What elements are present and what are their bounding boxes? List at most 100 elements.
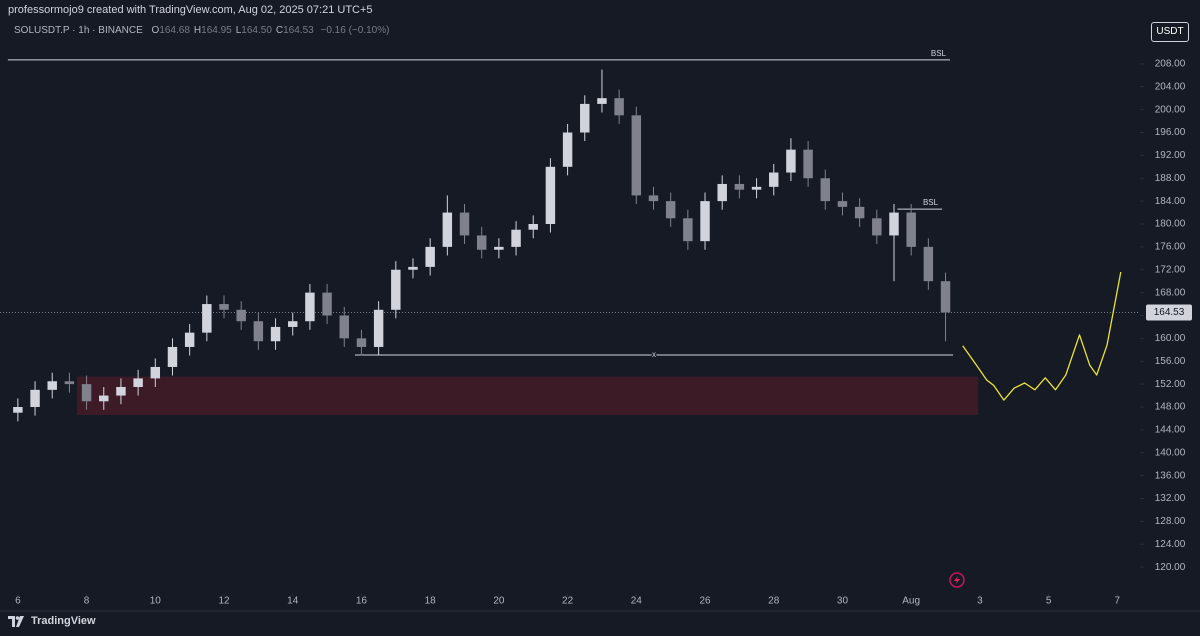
- candle-body: [442, 212, 453, 247]
- candle-body: [459, 212, 470, 236]
- y-tick-label: 200.00: [1155, 104, 1186, 115]
- candle-body: [545, 166, 556, 224]
- candle-body: [803, 149, 813, 179]
- candle-body: [665, 201, 676, 219]
- y-tick-label: 168.00: [1155, 287, 1186, 298]
- candle-body: [64, 381, 75, 385]
- brand-logo: [8, 615, 24, 627]
- candle-body: [47, 381, 57, 390]
- y-tick-label: 124.00: [1155, 539, 1186, 550]
- legend-label: O: [151, 25, 160, 36]
- y-tick-label: 172.00: [1155, 264, 1186, 275]
- candle-body: [253, 321, 264, 342]
- candle-body: [528, 223, 538, 230]
- legend-label: C: [275, 25, 284, 36]
- x-tick-label: 26: [699, 596, 711, 607]
- candle-body: [889, 212, 899, 236]
- candle-body: [339, 315, 349, 339]
- y-tick-label: 136.00: [1155, 470, 1186, 481]
- x-tick-label: 30: [837, 596, 849, 607]
- x-tick-label: 6: [15, 596, 21, 607]
- candle-body: [906, 212, 916, 247]
- y-tick-label: 176.00: [1155, 242, 1186, 253]
- y-tick-label: 160.00: [1155, 333, 1186, 344]
- candle-body: [219, 304, 229, 310]
- candle-body: [270, 326, 281, 342]
- candle-body: [683, 218, 693, 242]
- candle-body: [820, 178, 831, 202]
- change: −0.16 (−0.10%): [320, 25, 390, 36]
- candle-body: [167, 346, 178, 367]
- y-tick-label: 184.00: [1155, 196, 1186, 207]
- x-tick-label: 12: [218, 596, 230, 607]
- candle-body: [356, 338, 367, 347]
- candle-body: [408, 266, 418, 270]
- y-tick-label: 156.00: [1155, 356, 1186, 367]
- legend-label: L: [235, 25, 242, 36]
- candle-body: [700, 201, 710, 242]
- x-tick-label: 20: [493, 596, 505, 607]
- candle-body: [717, 183, 727, 202]
- candle-body: [734, 183, 745, 190]
- x-tick-label: 7: [1115, 596, 1121, 607]
- alert-icon: [949, 572, 965, 588]
- candle-body: [13, 406, 23, 413]
- candle-body: [476, 235, 487, 250]
- x-tick-label: 28: [768, 596, 780, 607]
- candle-body: [150, 366, 161, 379]
- caption: professormojo9 created with TradingView.…: [8, 4, 373, 16]
- candle-body: [854, 206, 865, 219]
- x-tick-label: 8: [84, 596, 90, 607]
- candle-body: [133, 378, 143, 387]
- candle-body: [597, 98, 607, 104]
- x-tick-label: 18: [425, 596, 437, 607]
- y-tick-label: 144.00: [1155, 425, 1186, 436]
- x-tick-label: 5: [1046, 596, 1052, 607]
- x-tick-label: 16: [356, 596, 368, 607]
- candle-body: [923, 246, 934, 282]
- last-price-label: 164.53: [1154, 307, 1185, 318]
- y-tick-label: 204.00: [1155, 81, 1186, 92]
- legend-value: 164.53: [283, 25, 314, 36]
- candle-body: [184, 332, 195, 347]
- candle-body: [511, 229, 521, 247]
- last-price-tag: [1146, 304, 1192, 321]
- candle-body: [391, 269, 401, 310]
- candle-body: [837, 201, 848, 207]
- currency-button[interactable]: USDT: [1151, 22, 1189, 42]
- candle-body: [116, 386, 126, 396]
- y-tick-label: 180.00: [1155, 219, 1186, 230]
- ohlc-values: O164.68 H164.95 L164.50 C164.53: [152, 25, 318, 36]
- y-tick-label: 132.00: [1155, 493, 1186, 504]
- brand: TradingView: [31, 615, 96, 627]
- candle-body: [288, 321, 298, 327]
- footer: TradingView: [8, 615, 96, 627]
- y-tick-label: 140.00: [1155, 447, 1186, 458]
- level-label: BSL: [931, 49, 947, 58]
- candle-body: [786, 149, 796, 173]
- level-label: BSL: [923, 198, 939, 207]
- candle-body: [940, 281, 951, 313]
- candle-body: [494, 246, 504, 250]
- legend-label: H: [193, 25, 202, 36]
- y-tick-label: 148.00: [1155, 402, 1186, 413]
- legend-value: 164.68: [159, 25, 190, 36]
- candle-body: [562, 132, 573, 167]
- y-tick-label: 196.00: [1155, 127, 1186, 138]
- candle-body: [872, 218, 882, 236]
- candle-body: [614, 98, 624, 116]
- candle-body: [648, 195, 659, 202]
- x-tick-label: 3: [977, 596, 983, 607]
- x-tick-label: 10: [150, 596, 162, 607]
- candle-body: [769, 172, 779, 187]
- y-tick-label: 208.00: [1155, 59, 1186, 70]
- x-tick-label: 22: [562, 596, 574, 607]
- candle-body: [322, 292, 332, 316]
- demand-zone: [76, 376, 979, 416]
- y-tick-label: 188.00: [1155, 173, 1186, 184]
- candle-body: [751, 186, 762, 190]
- y-tick-label: 152.00: [1155, 379, 1186, 390]
- legend-value: 164.95: [201, 25, 232, 36]
